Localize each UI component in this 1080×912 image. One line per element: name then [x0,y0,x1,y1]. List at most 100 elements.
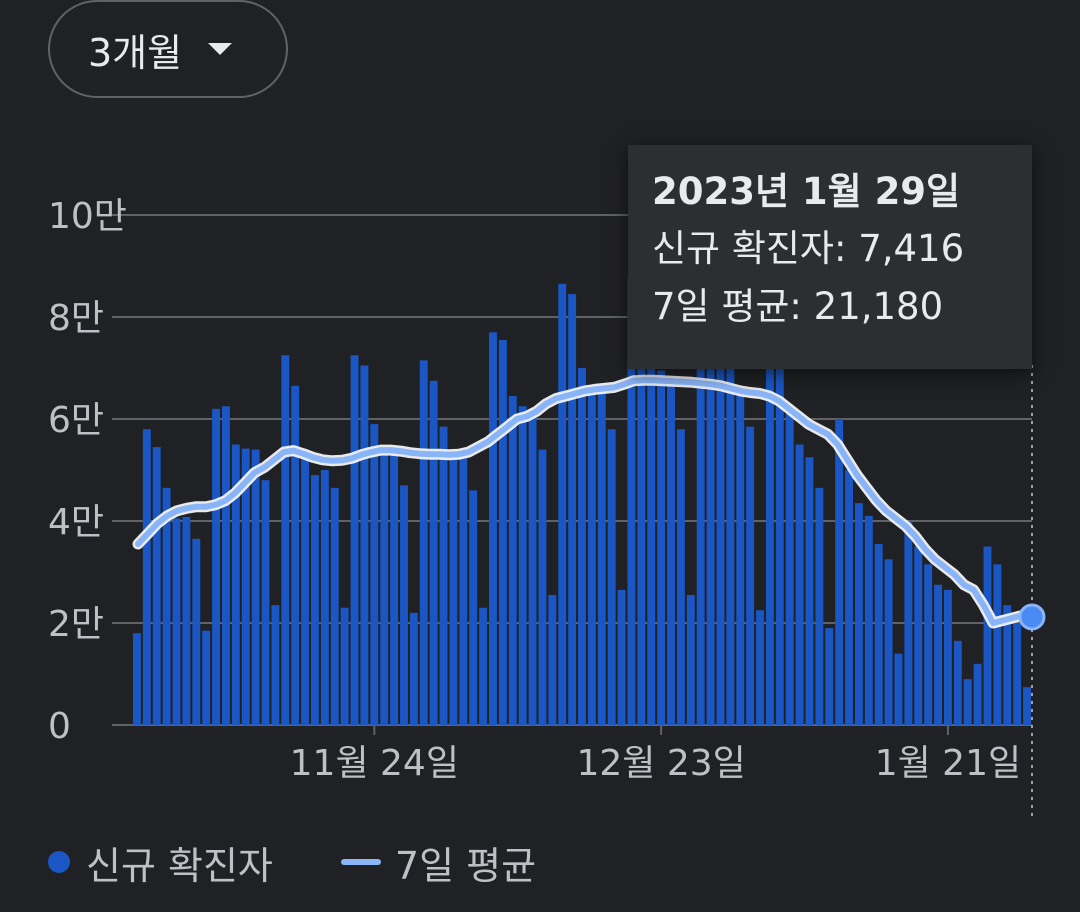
bar[interactable] [261,480,270,725]
bar[interactable] [222,406,230,725]
bar[interactable] [667,380,675,725]
bar[interactable] [291,385,300,725]
bar[interactable] [251,449,260,725]
bar[interactable] [409,612,418,725]
bar[interactable] [528,408,537,725]
bar[interactable] [815,487,824,725]
bar[interactable] [439,426,448,725]
bar[interactable] [518,406,527,725]
y-tick-label: 6만 [48,400,104,441]
bar[interactable] [597,385,606,725]
tooltip-seven-day-avg: 7일 평균: 21,180 [652,285,944,328]
bar[interactable] [746,426,755,725]
bar[interactable] [231,444,240,726]
bar[interactable] [805,457,814,725]
bar[interactable] [1023,687,1032,725]
bar[interactable] [706,342,715,726]
bar[interactable] [202,630,211,725]
bar[interactable] [241,448,250,725]
bar[interactable] [449,454,458,725]
bar[interactable] [301,449,310,725]
bar[interactable] [548,594,557,725]
bar[interactable] [429,380,438,725]
bar[interactable] [380,452,389,725]
bar[interactable] [152,447,161,725]
bar[interactable] [647,352,656,725]
bar[interactable] [330,487,339,725]
bar[interactable] [894,653,903,725]
bar[interactable] [212,408,221,725]
bar[interactable] [835,419,844,725]
bar[interactable] [558,283,567,725]
bar[interactable] [281,355,290,725]
bar[interactable] [568,294,577,725]
bar[interactable] [726,368,735,725]
bar[interactable] [756,610,764,725]
bar[interactable] [637,299,646,725]
bar[interactable] [924,564,933,725]
bar[interactable] [469,490,478,725]
chart-legend: 신규 확진자 7일 평균 [48,832,536,892]
bar[interactable] [736,396,745,725]
bar[interactable] [489,332,497,725]
bar[interactable] [845,470,853,725]
bar[interactable] [686,594,695,725]
bar[interactable] [716,352,725,725]
bar[interactable] [607,429,616,725]
y-axis-labels: 0 2만 4만 6만 8만 10만 [48,196,127,747]
bar[interactable] [162,487,171,725]
bar[interactable] [538,449,547,725]
bar[interactable] [953,640,962,725]
bar[interactable] [775,350,784,725]
bar[interactable] [400,485,408,725]
bar[interactable] [973,663,982,725]
y-tick-label: 10만 [48,196,127,237]
bar[interactable] [271,605,280,725]
bar[interactable] [370,424,379,725]
bar[interactable] [657,370,666,725]
bar[interactable] [904,521,913,725]
bar[interactable] [825,628,834,725]
bar[interactable] [854,503,863,725]
range-selector[interactable]: 3개월 [48,0,288,98]
bar[interactable] [182,516,191,725]
bar[interactable] [983,546,992,726]
bar[interactable] [993,564,1002,725]
bar[interactable] [943,589,952,725]
bar[interactable] [874,543,883,725]
focus-point[interactable] [1018,603,1046,631]
bar[interactable] [172,518,181,725]
bar[interactable] [587,385,596,725]
bar[interactable] [914,546,923,726]
bar[interactable] [311,475,319,725]
bar[interactable] [320,470,329,725]
bar[interactable] [132,633,141,725]
bar[interactable] [350,355,359,725]
bar[interactable] [963,679,972,725]
bar[interactable] [578,368,586,725]
cases-chart[interactable]: 0 2만 4만 6만 8만 10만 11월 24일 12월 23일 1월 21일 [0,0,1080,830]
bar[interactable] [142,429,151,725]
bar[interactable] [617,589,626,725]
bar[interactable] [864,515,873,725]
bar[interactable] [508,396,517,725]
bar[interactable] [795,444,804,726]
bar[interactable] [360,365,369,725]
bar[interactable] [884,559,893,725]
bar[interactable] [1003,605,1012,725]
bar[interactable] [676,429,685,725]
bar[interactable] [459,457,468,725]
bar[interactable] [1013,623,1022,725]
bar[interactable] [934,584,942,725]
bar[interactable] [340,607,349,725]
bar[interactable] [390,454,399,725]
bar[interactable] [627,278,636,725]
bar[interactable] [765,345,774,725]
bar[interactable] [785,413,794,725]
bar[interactable] [696,314,705,725]
bar[interactable] [479,607,488,725]
bar[interactable] [419,360,428,725]
legend-new-cases: 신규 확진자 [86,843,273,888]
bar[interactable] [192,538,201,725]
bar[interactable] [498,339,507,725]
